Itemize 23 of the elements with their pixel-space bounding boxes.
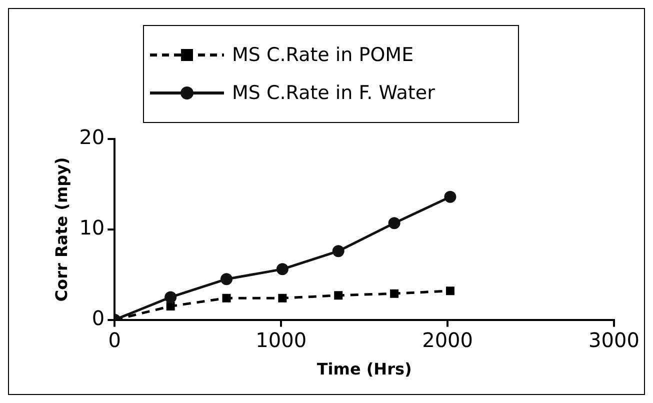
x-axis-title: Time (Hrs)	[316, 360, 412, 379]
legend-label: MS C.Rate in F. Water	[232, 82, 435, 104]
x-tick-label: 2000	[422, 328, 474, 352]
y-tick-label: 0	[92, 306, 105, 330]
point	[444, 190, 456, 203]
y-axis-title: Corr Rate (mpy)	[52, 157, 71, 302]
point	[334, 291, 343, 300]
point	[446, 286, 454, 296]
point	[390, 289, 399, 298]
x-tick-label: 0	[108, 328, 122, 352]
x-tick-label: 3000	[588, 328, 640, 352]
y-tick-label: 10	[79, 216, 105, 240]
point	[332, 245, 344, 258]
point	[220, 273, 233, 286]
x-tick-label: 1000	[256, 328, 307, 352]
y-tick-label: 20	[79, 125, 105, 150]
point	[166, 302, 175, 310]
point	[164, 291, 177, 304]
point	[278, 294, 287, 302]
point	[388, 217, 400, 230]
legend-label: MS C.Rate in POME	[232, 44, 414, 66]
point	[222, 294, 231, 302]
point	[276, 263, 288, 276]
